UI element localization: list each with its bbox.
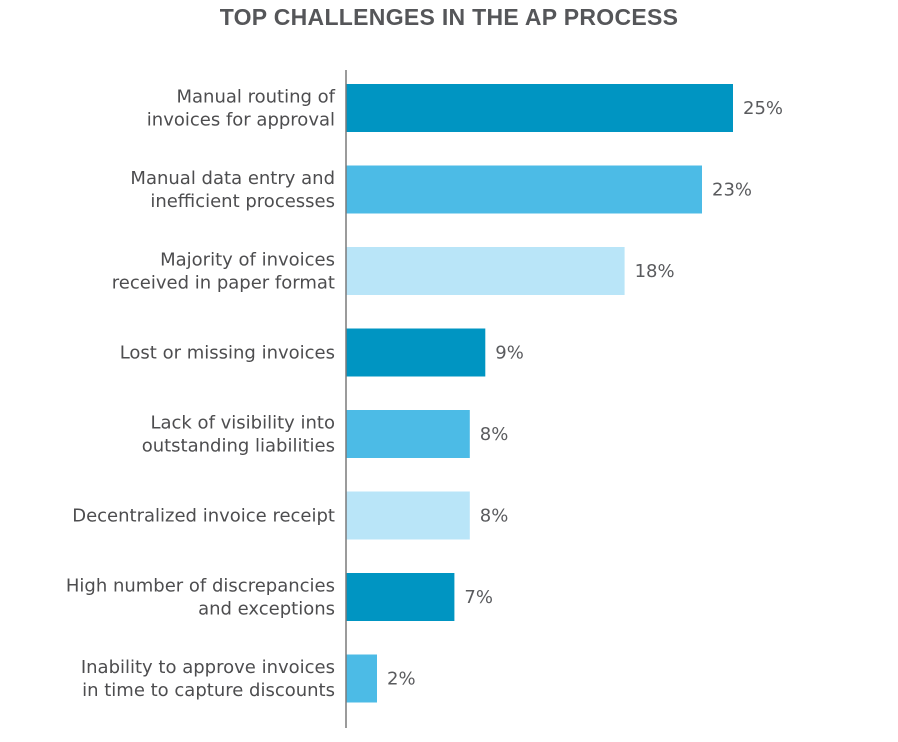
category-label-6-line-1: Decentralized invoice receipt (72, 506, 335, 527)
category-label-7-line-2: and exceptions (198, 599, 335, 620)
category-label-3-line-1: Majority of invoices (160, 250, 335, 271)
value-label-5: 8% (480, 424, 509, 445)
value-label-8: 2% (387, 669, 416, 690)
category-label-2-line-1: Manual data entry and (130, 168, 335, 189)
value-label-4: 9% (495, 343, 524, 364)
bar-1 (346, 84, 733, 132)
value-label-7: 7% (464, 587, 493, 608)
category-label-4-line-1: Lost or missing invoices (120, 343, 335, 364)
category-label-3-line-2: received in paper format (112, 273, 335, 294)
chart-title: TOP CHALLENGES IN THE AP PROCESS (219, 4, 679, 30)
bar-7 (346, 573, 455, 621)
bar-5 (346, 410, 470, 458)
bar-4 (346, 328, 486, 377)
value-label-3: 18% (635, 261, 675, 282)
value-label-2: 23% (712, 180, 752, 201)
category-label-7-line-1: High number of discrepancies (66, 576, 335, 597)
bar-8 (346, 654, 377, 703)
category-label-5-line-2: outstanding liabilities (142, 436, 335, 457)
category-label-8-line-1: Inability to approve invoices (81, 657, 335, 678)
category-label-1-line-2: invoices for approval (147, 110, 335, 131)
category-label-8-line-2: in time to capture discounts (82, 680, 335, 701)
category-label-1-line-1: Manual routing of (176, 87, 335, 108)
category-label-2-line-2: inefficient processes (150, 191, 335, 212)
bar-3 (346, 247, 625, 295)
value-label-1: 25% (743, 98, 783, 119)
bar-2 (346, 165, 702, 214)
category-label-5-line-1: Lack of visibility into (150, 413, 335, 434)
bar-6 (346, 491, 470, 540)
value-label-6: 8% (480, 506, 509, 527)
